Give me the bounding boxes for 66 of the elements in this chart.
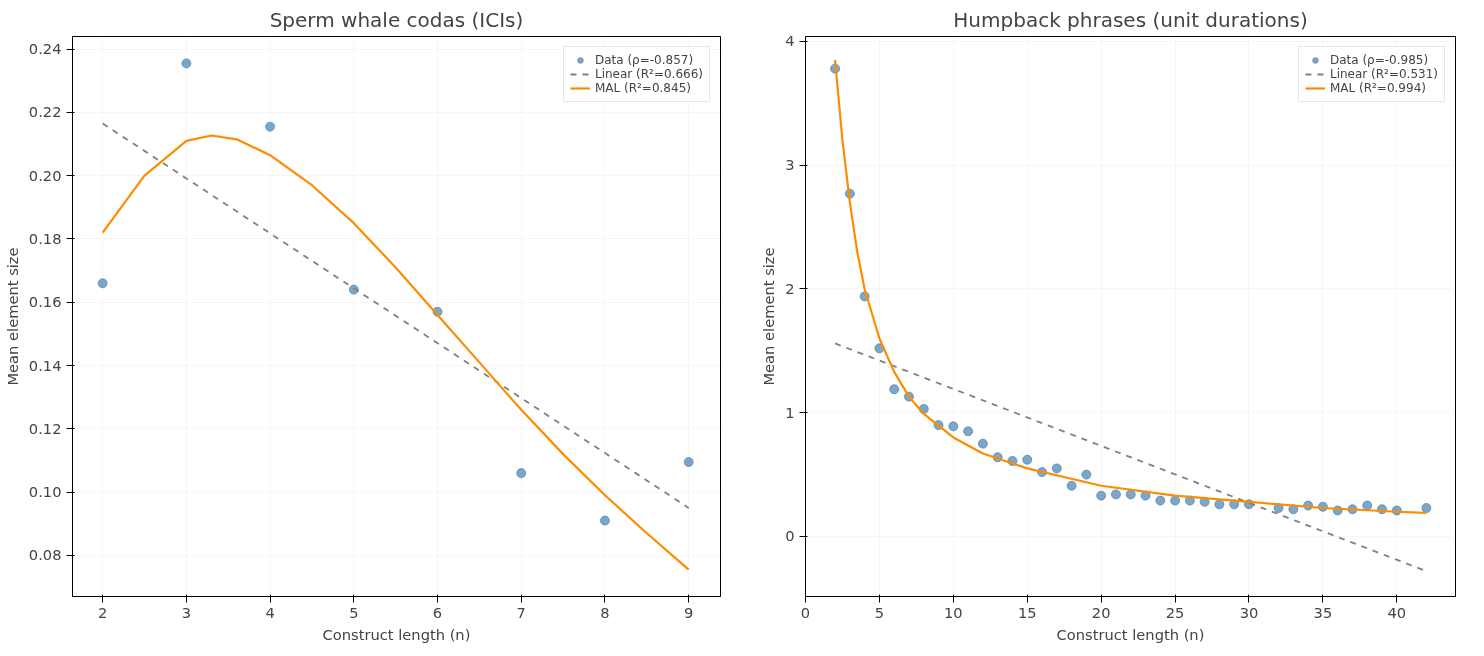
chart-title: Sperm whale codas (ICIs)	[269, 7, 524, 32]
x-tick-label: 6	[432, 603, 443, 621]
point	[516, 468, 527, 479]
point	[977, 438, 988, 449]
x-axis-title: Construct length (n)	[1056, 625, 1205, 643]
legend-label: Linear (R²=0.666)	[594, 67, 703, 81]
point	[181, 58, 192, 69]
point	[1362, 500, 1373, 511]
point	[97, 278, 108, 289]
y-tick-label: 0.22	[28, 103, 62, 121]
y-axis-title: Mean element size	[3, 247, 21, 386]
x-tick-label: 3	[181, 603, 192, 621]
chart-title: Humpback phrases (unit durations)	[953, 7, 1308, 32]
x-tick-label: 0	[800, 603, 811, 621]
point	[1022, 454, 1033, 465]
y-tick-label: 2	[785, 279, 795, 297]
legend-label: MAL (R²=0.845)	[594, 81, 691, 95]
legend-label: MAL (R²=0.994)	[1329, 81, 1426, 95]
y-tick-label: 0.20	[28, 166, 62, 184]
point	[889, 384, 900, 395]
y-tick-label: 0.18	[28, 229, 62, 247]
point	[265, 121, 276, 132]
point	[1125, 489, 1136, 500]
legend-label: Data (ρ=-0.985)	[1329, 53, 1429, 67]
x-tick-label: 4	[265, 603, 275, 621]
point	[1096, 490, 1107, 501]
y-tick-label: 0.12	[28, 419, 62, 437]
x-tick-label: 5	[349, 603, 359, 621]
y-tick-label: 0.24	[28, 40, 62, 58]
point	[1421, 503, 1432, 513]
y-tick-label: 3	[785, 156, 795, 174]
y-tick-label: 0	[785, 527, 795, 545]
x-tick-label: 35	[1313, 603, 1333, 621]
y-tick-label: 4	[785, 32, 795, 50]
x-tick-label: 2	[97, 603, 108, 621]
line-series	[101, 134, 690, 571]
x-tick-label: 40	[1387, 603, 1407, 621]
y-axis-title: Mean element size	[760, 247, 778, 386]
point	[1051, 463, 1062, 474]
point	[1214, 499, 1225, 510]
x-tick-label: 8	[600, 603, 610, 621]
x-tick-label: 30	[1239, 603, 1259, 621]
point	[599, 515, 610, 526]
point	[1155, 495, 1166, 506]
point	[1110, 489, 1121, 500]
point	[1081, 469, 1092, 480]
y-tick-label: 1	[785, 403, 795, 421]
x-axis-title: Construct length (n)	[322, 625, 471, 643]
x-tick-label: 15	[1017, 603, 1037, 621]
y-tick-label: 0.08	[28, 546, 62, 564]
y-tick-label: 0.14	[28, 356, 62, 374]
point	[948, 421, 959, 432]
x-tick-label: 9	[684, 603, 694, 621]
y-tick-label: 0.10	[28, 483, 62, 501]
x-tick-label: 10	[944, 603, 963, 621]
point	[1170, 495, 1181, 506]
legend-label: Data (ρ=-0.857)	[594, 53, 694, 67]
x-tick-label: 20	[1091, 603, 1111, 621]
point	[963, 426, 974, 437]
x-tick-label: 5	[874, 603, 885, 621]
x-tick-label: 25	[1165, 603, 1185, 621]
legend-label: Linear (R²=0.531)	[1329, 67, 1438, 81]
point	[683, 457, 694, 468]
y-tick-label: 0.16	[28, 293, 62, 311]
x-tick-label: 7	[516, 603, 526, 621]
point	[1066, 480, 1077, 491]
